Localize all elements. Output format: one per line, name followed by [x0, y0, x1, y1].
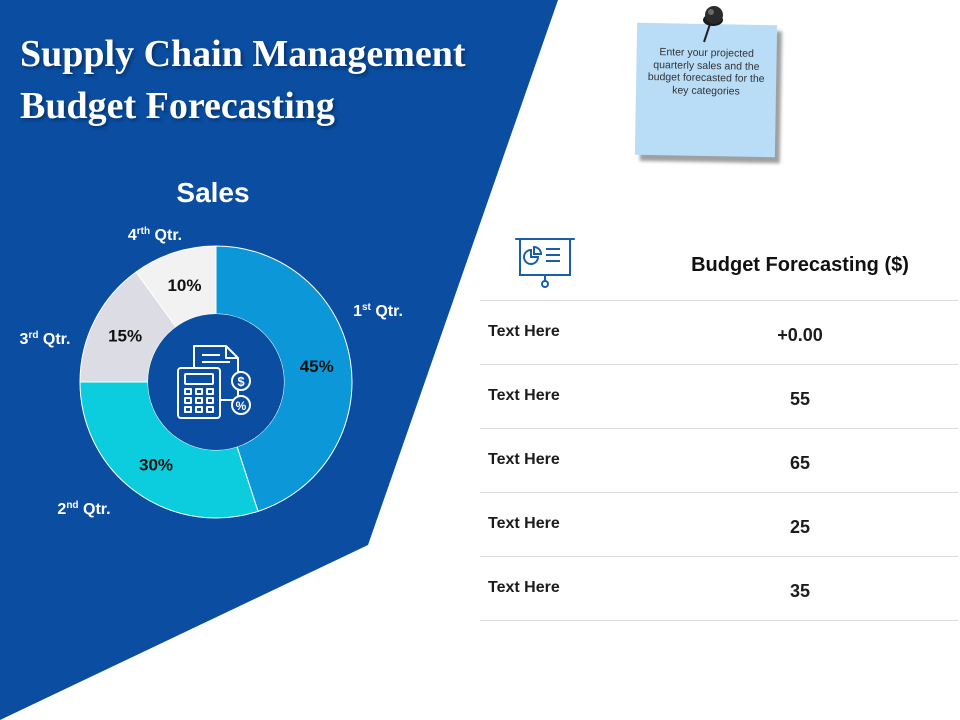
row-label: Text Here: [488, 387, 560, 404]
row-label: Text Here: [488, 323, 560, 340]
table-row: Text Here 35: [480, 557, 958, 621]
slice-value-label: 30%: [139, 456, 173, 475]
row-value: 25: [789, 517, 811, 537]
table-row: Text Here 65: [480, 429, 958, 493]
presentation-chart-icon: [515, 238, 575, 288]
slice-value-label: 45%: [300, 357, 334, 376]
row-value: 55: [789, 389, 811, 409]
slice-category-label: 4rth Qtr.: [128, 226, 182, 244]
slice-category-label: 1st Qtr.: [353, 302, 403, 320]
title-line-2: Budget Forecasting: [20, 85, 335, 127]
title-line-1: Supply Chain Management: [20, 33, 466, 75]
svg-text:%: %: [236, 399, 247, 413]
row-value: 65: [789, 453, 811, 473]
row-label: Text Here: [488, 451, 560, 468]
sticky-note-text: Enter your projected quarterly sales and…: [647, 46, 765, 98]
row-label: Text Here: [488, 515, 560, 532]
table-row: Text Here +0.00: [480, 301, 958, 365]
slice-category-label: 2nd Qtr.: [57, 500, 110, 518]
row-value: 35: [789, 581, 811, 601]
row-label: Text Here: [488, 579, 560, 596]
budget-table-header: Budget Forecasting ($): [691, 254, 909, 276]
calculator-document-icon: $ %: [177, 345, 251, 419]
chart-title: Sales: [176, 177, 249, 208]
slice-value-label: 10%: [167, 276, 201, 295]
svg-text:$: $: [237, 374, 245, 389]
table-row: Text Here 25: [480, 493, 958, 557]
slice-value-label: 15%: [108, 327, 142, 346]
slice-category-label: 3rd Qtr.: [20, 330, 71, 348]
push-pin-icon: [703, 6, 723, 43]
budget-table: Text Here +0.00 Text Here 55 Text Here 6…: [480, 300, 958, 621]
sales-donut-chart: Sales 45% 1st Qtr. 30% 2nd Qtr. 15% 3rd Qtr. 1…: [20, 177, 403, 519]
table-row: Text Here 55: [480, 365, 958, 429]
row-value: +0.00: [777, 325, 823, 345]
page-title: Supply Chain Management Budget Forecasti…: [20, 28, 466, 132]
